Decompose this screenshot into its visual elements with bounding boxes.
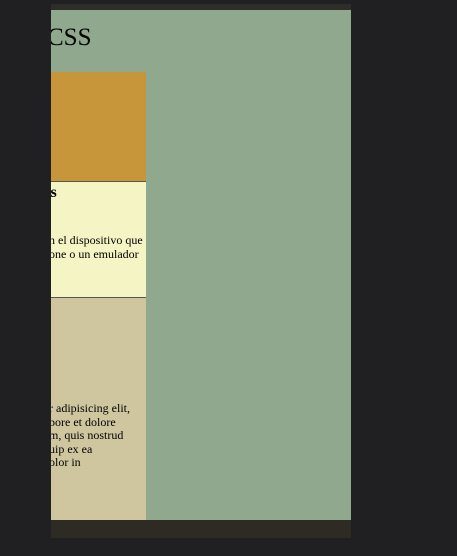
yellow-box: ies n el dispositivo que one o un emulad… <box>51 181 146 298</box>
orange-box <box>51 72 146 181</box>
text-line: bore et dolore <box>51 414 116 429</box>
text-line: m, quis nostrud <box>51 428 124 442</box>
section-heading: ies <box>51 184 57 201</box>
text-line: one o un emulador <box>51 246 139 261</box>
viewport: CSS ies n el dispositivo que one o un em… <box>51 4 351 538</box>
text-line: n el dispositivo que <box>51 233 143 247</box>
section-text: n el dispositivo que one o un emulador <box>51 233 143 261</box>
page-title: CSS <box>51 24 92 51</box>
section-text: r adipisicing elit, bore et dolore m, qu… <box>51 401 130 470</box>
text-line: uip ex ea <box>51 441 93 456</box>
top-bar <box>51 4 351 10</box>
bottom-bar <box>51 520 351 538</box>
text-line: olor in <box>51 455 81 469</box>
tan-box: r adipisicing elit, bore et dolore m, qu… <box>51 298 146 520</box>
text-line: r adipisicing elit, <box>51 401 130 415</box>
